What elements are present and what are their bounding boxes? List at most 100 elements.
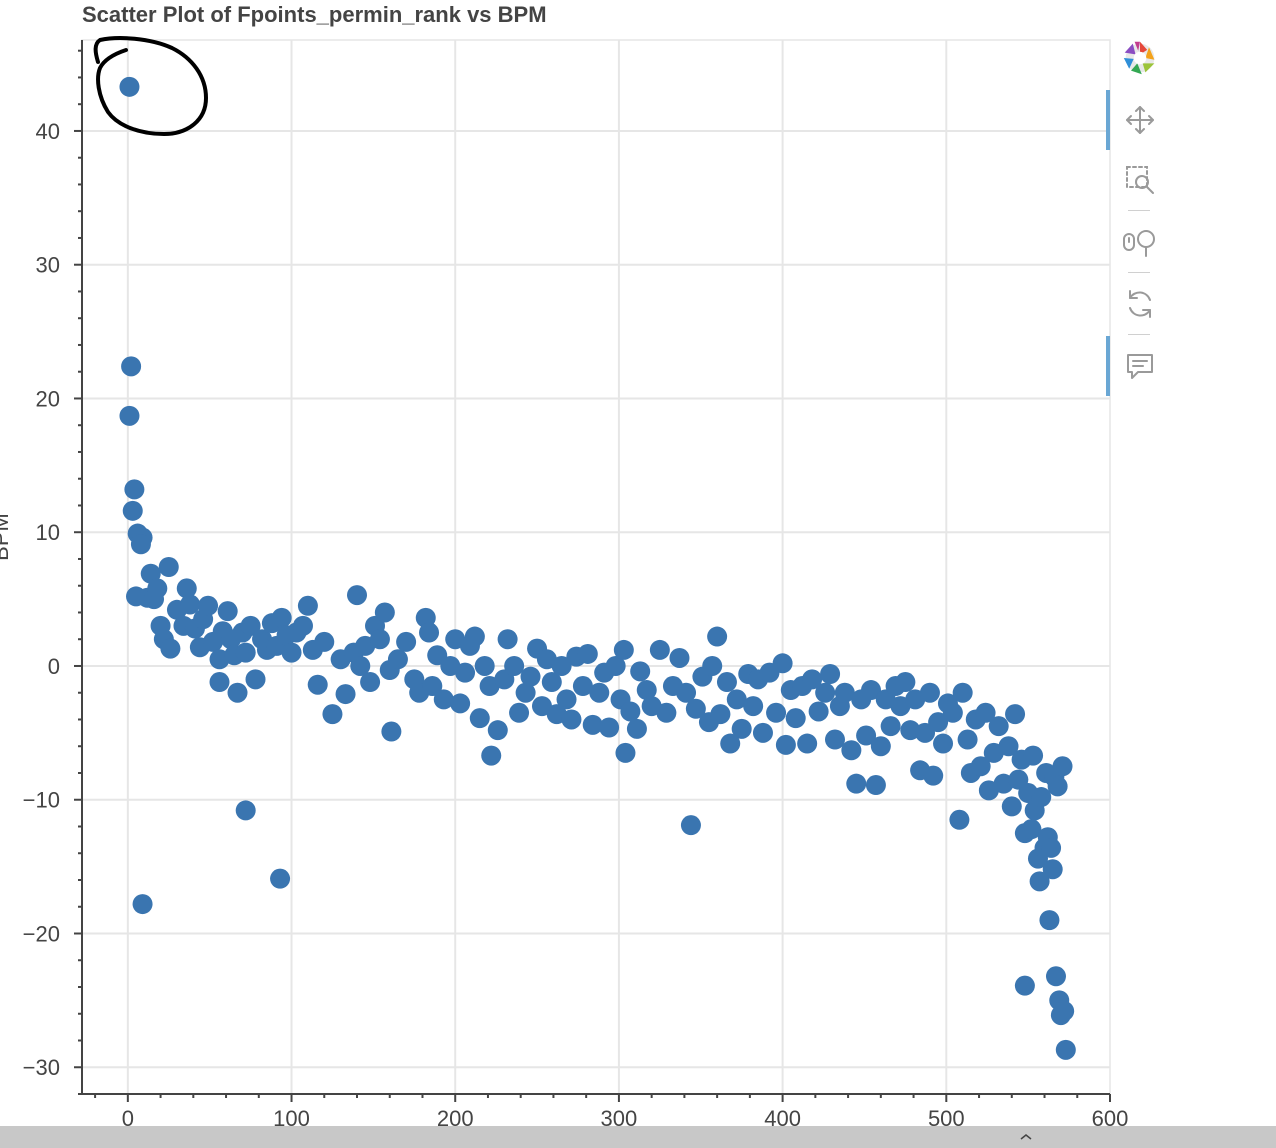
data-point xyxy=(1001,796,1022,817)
data-point xyxy=(1055,1039,1076,1060)
data-point xyxy=(381,721,402,742)
data-point xyxy=(785,708,806,729)
data-point xyxy=(731,718,752,739)
data-point xyxy=(121,356,142,377)
toolbar-separator xyxy=(1128,334,1150,335)
data-point xyxy=(988,716,1009,737)
data-point xyxy=(1039,910,1060,931)
data-point xyxy=(422,676,443,697)
y-tick-label: 30 xyxy=(36,253,60,278)
data-point xyxy=(856,725,877,746)
data-point xyxy=(147,578,168,599)
data-point xyxy=(1031,787,1052,808)
pan-icon[interactable] xyxy=(1122,102,1158,138)
chart-title: Scatter Plot of Fpoints_permin_rank vs B… xyxy=(82,2,547,27)
x-tick-label: 0 xyxy=(122,1106,134,1131)
scroll-arrow-icon[interactable] xyxy=(1020,1134,1032,1140)
data-point xyxy=(577,643,598,664)
data-point xyxy=(870,736,891,757)
data-point xyxy=(720,733,741,754)
data-point xyxy=(561,709,582,730)
data-point xyxy=(360,672,381,693)
data-point xyxy=(589,682,610,703)
horizontal-scrollbar[interactable] xyxy=(0,1126,1276,1148)
hover-icon[interactable] xyxy=(1122,348,1158,384)
data-point xyxy=(766,702,787,723)
data-point xyxy=(649,639,670,660)
data-point xyxy=(271,607,292,628)
data-point xyxy=(158,557,179,577)
data-point xyxy=(772,653,793,674)
data-point xyxy=(1054,1001,1075,1022)
data-point xyxy=(209,672,230,693)
data-point xyxy=(615,742,636,763)
data-point xyxy=(1052,756,1073,777)
data-point xyxy=(613,639,634,660)
data-point xyxy=(797,733,818,754)
data-point xyxy=(841,740,862,761)
data-point xyxy=(952,682,973,703)
bokeh-logo-icon[interactable] xyxy=(1122,40,1158,76)
data-point xyxy=(180,594,201,615)
data-point xyxy=(481,745,502,766)
plot-frame xyxy=(81,39,1111,1095)
data-point xyxy=(919,682,940,703)
data-point xyxy=(281,642,302,663)
data-point xyxy=(775,734,796,755)
data-point xyxy=(605,655,626,676)
grid xyxy=(82,40,1110,1094)
data-point xyxy=(497,629,518,650)
data-point xyxy=(235,800,256,821)
data-point xyxy=(1021,819,1042,840)
data-point xyxy=(582,714,603,735)
data-point xyxy=(122,500,143,521)
data-point xyxy=(369,629,390,650)
data-point xyxy=(396,631,417,652)
data-point xyxy=(297,595,318,616)
data-point xyxy=(322,704,343,725)
data-point xyxy=(314,631,335,652)
data-point xyxy=(419,622,440,643)
data-point xyxy=(455,662,476,683)
data-points xyxy=(119,76,1076,1060)
data-point xyxy=(970,756,991,777)
data-point xyxy=(572,676,593,697)
data-point xyxy=(975,702,996,723)
data-point xyxy=(846,773,867,794)
data-point xyxy=(900,720,921,741)
y-tick-label: 10 xyxy=(36,520,60,545)
data-point xyxy=(669,647,690,668)
plot-toolbar xyxy=(1106,36,1172,406)
data-point xyxy=(347,585,368,606)
data-point xyxy=(802,669,823,690)
data-point xyxy=(292,615,313,636)
y-axis-label: BPM xyxy=(0,513,13,561)
data-point xyxy=(834,682,855,703)
data-point xyxy=(551,655,572,676)
data-point xyxy=(726,689,747,710)
data-point xyxy=(387,649,408,670)
data-point xyxy=(198,595,219,616)
box-zoom-icon[interactable] xyxy=(1122,162,1158,198)
data-point xyxy=(235,642,256,663)
data-point xyxy=(160,638,181,659)
data-point xyxy=(895,672,916,693)
data-point xyxy=(520,666,541,687)
data-point xyxy=(176,578,197,599)
data-point xyxy=(556,689,577,710)
data-point xyxy=(464,626,485,647)
data-point xyxy=(676,682,697,703)
data-point xyxy=(450,693,471,714)
data-point xyxy=(130,534,151,555)
data-point xyxy=(335,684,356,705)
reset-icon[interactable] xyxy=(1122,286,1158,322)
y-tick-label: −10 xyxy=(23,788,60,813)
data-point xyxy=(599,717,620,738)
data-point xyxy=(270,868,291,889)
data-point xyxy=(942,702,963,723)
data-point xyxy=(949,809,970,830)
data-point xyxy=(1042,859,1063,880)
wheel-zoom-icon[interactable] xyxy=(1122,224,1158,260)
pan-active-indicator xyxy=(1106,90,1110,150)
